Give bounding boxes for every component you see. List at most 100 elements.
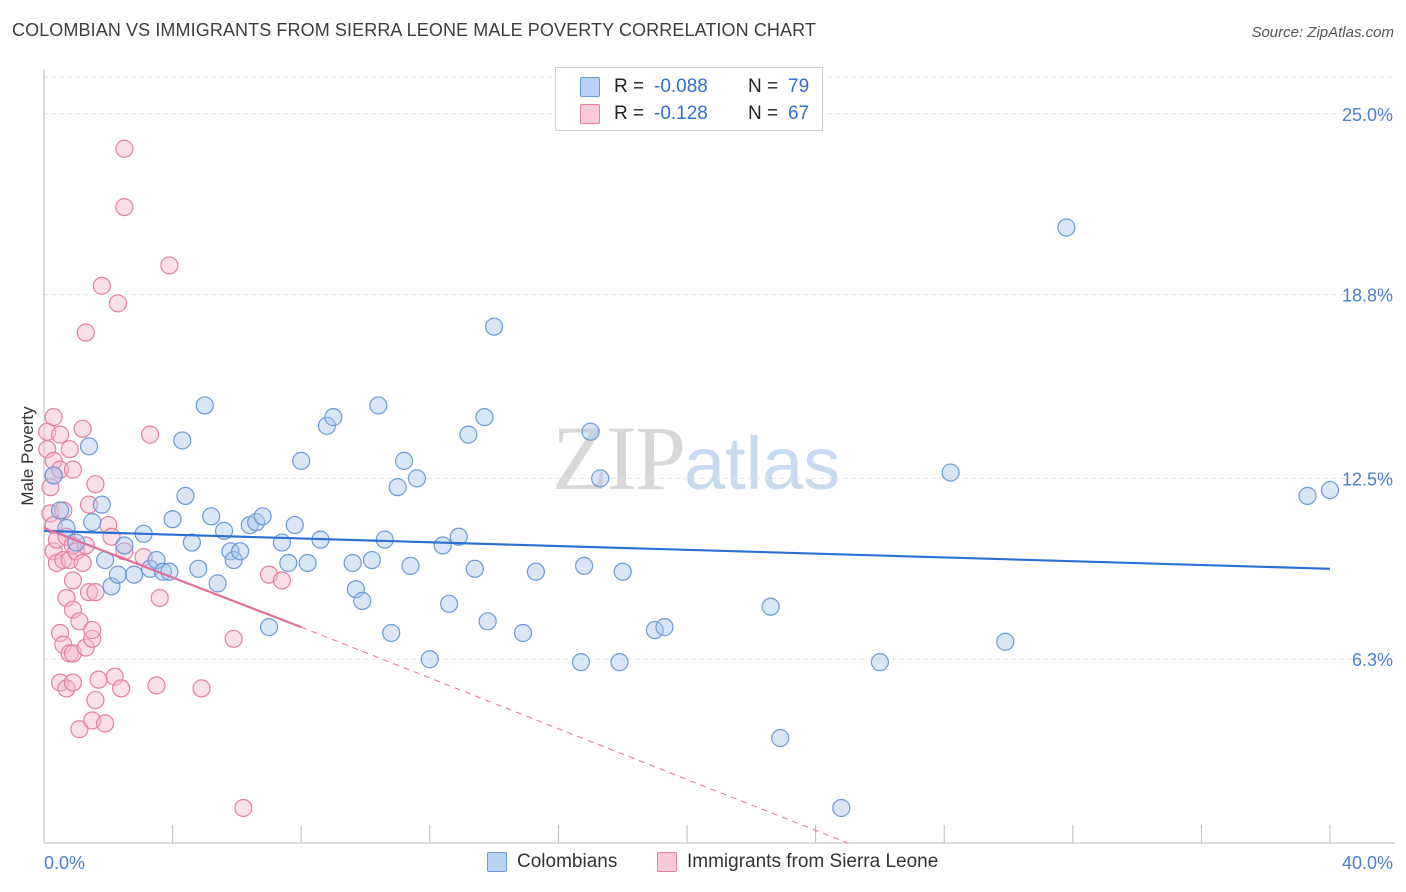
data-point-sierra-leone	[112, 679, 131, 698]
data-point-sierra-leone	[86, 475, 105, 494]
data-point-sierra-leone	[79, 495, 99, 514]
data-point-colombians	[160, 562, 179, 581]
y-tick-label: 12.5%	[1342, 469, 1393, 489]
correlation-legend: R = -0.088 N = 79 R = -0.128 N = 67	[555, 67, 823, 131]
data-point-colombians	[353, 591, 372, 610]
legend-n-value: 67	[788, 103, 810, 124]
data-point-sierra-leone	[83, 620, 102, 640]
data-point-colombians	[439, 594, 459, 613]
legend-n-label: N =	[748, 103, 779, 124]
data-point-colombians	[771, 728, 790, 748]
data-point-colombians	[79, 437, 99, 456]
legend-row-colombians: R = -0.088 N = 79	[580, 74, 809, 100]
data-point-colombians	[485, 317, 504, 336]
data-point-sierra-leone	[224, 629, 243, 648]
data-point-sierra-leone	[160, 256, 179, 275]
y-tick-label: 6.3%	[1352, 650, 1393, 670]
data-point-colombians	[102, 577, 121, 596]
data-point-colombians	[941, 463, 960, 482]
data-point-colombians	[195, 396, 214, 415]
data-point-colombians	[253, 507, 272, 526]
x-tick-label-min: 0.0%	[44, 853, 85, 873]
data-point-colombians	[279, 553, 298, 573]
legend-label-colombians: Colombians	[517, 851, 618, 872]
data-point-colombians	[208, 574, 227, 593]
data-point-colombians	[407, 469, 427, 488]
data-point-sierra-leone	[147, 676, 166, 695]
data-point-sierra-leone	[63, 673, 83, 692]
y-tick-label: 25.0%	[1342, 105, 1393, 125]
source-note: Source: ZipAtlas.com	[1251, 24, 1394, 41]
data-point-colombians	[202, 507, 221, 526]
data-point-sierra-leone	[60, 440, 79, 459]
legend-n-label: N =	[748, 76, 779, 97]
data-point-sierra-leone	[50, 623, 70, 643]
data-point-colombians	[610, 653, 629, 672]
data-point-sierra-leone	[44, 408, 63, 427]
y-tick-label: 18.8%	[1342, 286, 1393, 306]
legend-swatch-sierra-leone	[580, 104, 600, 124]
data-point-colombians	[655, 618, 674, 637]
data-point-sierra-leone	[234, 798, 253, 818]
data-point-colombians	[182, 533, 201, 552]
data-point-sierra-leone	[115, 139, 134, 158]
series-colombians-points	[44, 218, 1340, 818]
data-point-colombians	[292, 451, 311, 470]
x-tick-label-max: 40.0%	[1342, 853, 1393, 873]
data-point-sierra-leone	[192, 679, 211, 698]
data-point-colombians	[513, 623, 533, 643]
legend-swatch-sierra-leone	[657, 852, 677, 872]
y-axis-label: Male Poverty	[18, 406, 37, 506]
data-point-colombians	[613, 562, 632, 581]
data-point-colombians	[298, 553, 317, 573]
data-point-sierra-leone	[108, 294, 128, 313]
data-point-colombians	[1057, 218, 1076, 237]
data-point-colombians	[571, 653, 591, 672]
data-point-colombians	[346, 580, 365, 599]
data-point-colombians	[362, 550, 382, 570]
trend-lines	[43, 526, 1331, 844]
data-point-sierra-leone	[140, 425, 160, 444]
data-point-sierra-leone	[70, 612, 89, 631]
data-point-colombians	[189, 559, 208, 578]
data-point-colombians	[761, 597, 780, 616]
data-point-sierra-leone	[95, 714, 115, 733]
data-point-sierra-leone	[50, 425, 70, 444]
data-point-colombians	[475, 408, 494, 427]
data-point-sierra-leone	[63, 600, 83, 619]
data-point-colombians	[176, 486, 195, 505]
watermark: ZIPatlas	[552, 405, 840, 511]
legend-r-value: -0.128	[654, 103, 708, 124]
data-point-colombians	[382, 623, 401, 643]
watermark-atlas: atlas	[684, 422, 841, 505]
data-point-colombians	[83, 513, 102, 532]
legend-r-label: R =	[614, 103, 645, 124]
legend-swatch-colombians	[487, 852, 507, 872]
data-point-sierra-leone	[79, 583, 99, 602]
data-point-colombians	[459, 425, 478, 444]
series-legend: Colombians Immigrants from Sierra Leone	[0, 851, 1406, 877]
legend-item-sierra-leone[interactable]: Immigrants from Sierra Leone	[657, 851, 938, 873]
data-point-colombians	[465, 559, 484, 578]
data-point-sierra-leone	[89, 670, 108, 689]
axes	[43, 70, 1395, 844]
data-point-sierra-leone	[115, 197, 134, 217]
data-point-sierra-leone	[86, 690, 105, 710]
data-point-colombians	[231, 542, 250, 561]
data-point-colombians	[449, 527, 468, 546]
data-point-colombians	[401, 556, 420, 575]
legend-item-colombians[interactable]: Colombians	[487, 851, 617, 873]
data-point-colombians	[575, 556, 594, 575]
data-point-sierra-leone	[63, 460, 83, 479]
data-point-sierra-leone	[76, 323, 95, 342]
data-point-sierra-leone	[57, 588, 76, 608]
legend-label-sierra-leone: Immigrants from Sierra Leone	[687, 851, 939, 872]
data-point-sierra-leone	[63, 571, 83, 590]
data-point-colombians	[1298, 486, 1317, 505]
data-point-colombians	[44, 466, 63, 485]
data-point-sierra-leone	[38, 440, 57, 459]
data-point-colombians	[115, 536, 134, 555]
trend-line-sierra-leone-extension	[301, 626, 848, 844]
data-point-sierra-leone	[70, 720, 89, 739]
